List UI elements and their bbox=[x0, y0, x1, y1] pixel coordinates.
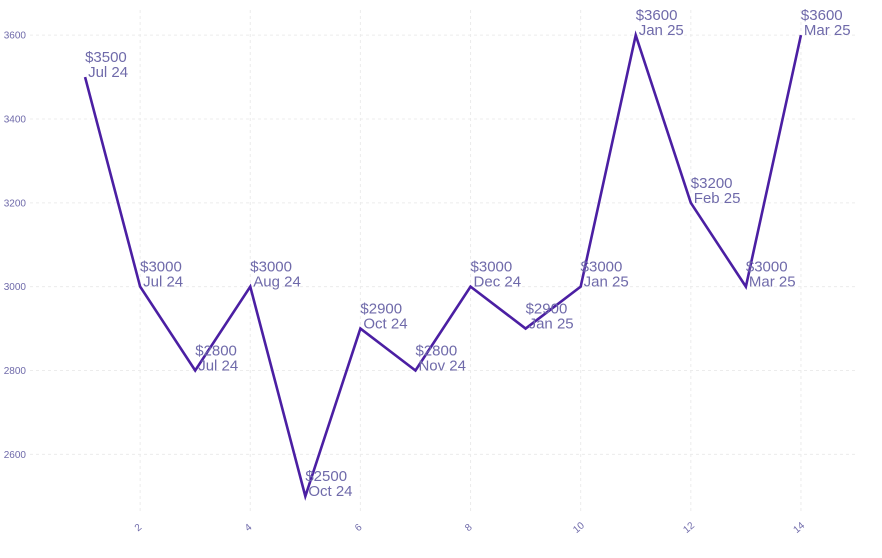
series-line bbox=[83, 30, 803, 501]
x-axis: 2 4 6 8 10 12 14 bbox=[133, 520, 808, 536]
data-label-month: Jul 24 bbox=[88, 64, 128, 81]
data-label-value: $3000 bbox=[581, 259, 623, 276]
x-tick-label: 2 bbox=[133, 522, 145, 534]
data-label-value: $3000 bbox=[471, 259, 513, 276]
y-tick-label: 3400 bbox=[4, 114, 27, 125]
data-label-month: Mar 25 bbox=[749, 274, 796, 291]
x-tick-label: 12 bbox=[681, 520, 697, 536]
data-label-month: Jan 25 bbox=[529, 316, 574, 333]
data-label-value: $3600 bbox=[636, 7, 678, 24]
y-tick-label: 3600 bbox=[4, 31, 27, 42]
x-tick-label: 8 bbox=[463, 522, 475, 534]
data-label-month: Aug 24 bbox=[253, 274, 301, 291]
data-label-month: Jan 25 bbox=[584, 274, 629, 291]
data-label-value: $2900 bbox=[360, 301, 402, 318]
data-label-value: $3200 bbox=[691, 175, 733, 192]
y-tick-label: 3200 bbox=[4, 198, 27, 209]
y-tick-label: 2800 bbox=[4, 366, 27, 377]
data-label-value: $3000 bbox=[250, 259, 292, 276]
y-axis: 2600 2800 3000 3200 3400 3600 bbox=[4, 31, 27, 461]
data-label-month: Mar 25 bbox=[804, 22, 851, 39]
data-label-month: Jul 24 bbox=[143, 274, 183, 291]
data-label-value: $2500 bbox=[305, 468, 347, 485]
data-label-month: Oct 24 bbox=[363, 316, 407, 333]
data-label-value: $2800 bbox=[415, 342, 457, 359]
data-label-month: Dec 24 bbox=[474, 274, 522, 291]
data-label-value: $2800 bbox=[195, 342, 237, 359]
x-tick-label: 4 bbox=[243, 522, 255, 534]
x-tick-label: 6 bbox=[353, 522, 365, 534]
data-label-month: Nov 24 bbox=[418, 357, 466, 374]
y-tick-label: 3000 bbox=[4, 282, 27, 293]
y-tick-label: 2600 bbox=[4, 450, 27, 461]
data-label-month: Jan 25 bbox=[639, 22, 684, 39]
x-tick-label: 10 bbox=[571, 520, 587, 536]
data-label-value: $3500 bbox=[85, 49, 127, 66]
data-label-value: $3600 bbox=[801, 7, 843, 24]
data-label-value: $2900 bbox=[526, 301, 568, 318]
data-label-month: Jul 24 bbox=[198, 357, 238, 374]
x-tick-label: 14 bbox=[792, 520, 808, 536]
data-label-month: Feb 25 bbox=[694, 190, 741, 207]
data-label-value: $3000 bbox=[746, 259, 788, 276]
data-label-value: $3000 bbox=[140, 259, 182, 276]
data-label-month: Oct 24 bbox=[308, 483, 352, 500]
